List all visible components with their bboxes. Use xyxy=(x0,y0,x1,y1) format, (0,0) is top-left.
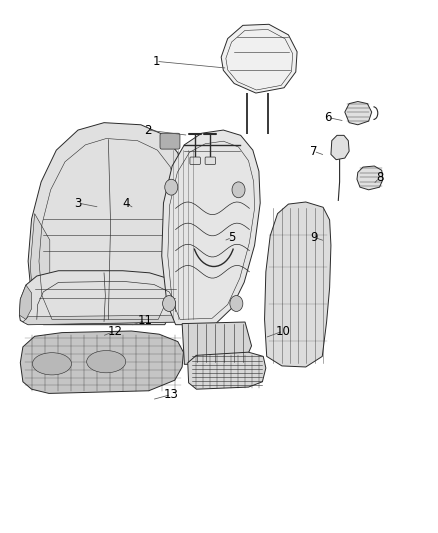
Text: 2: 2 xyxy=(144,124,151,136)
Polygon shape xyxy=(19,271,184,325)
Circle shape xyxy=(162,296,176,311)
Ellipse shape xyxy=(32,353,71,375)
Polygon shape xyxy=(345,101,372,125)
Polygon shape xyxy=(19,285,32,319)
Polygon shape xyxy=(30,214,50,319)
Text: 6: 6 xyxy=(324,111,331,124)
Polygon shape xyxy=(182,322,251,365)
Polygon shape xyxy=(331,135,349,160)
Ellipse shape xyxy=(87,351,126,373)
Polygon shape xyxy=(162,130,260,325)
Circle shape xyxy=(230,296,243,311)
Text: 13: 13 xyxy=(164,388,179,401)
Text: 1: 1 xyxy=(152,55,160,68)
FancyBboxPatch shape xyxy=(190,157,200,165)
Polygon shape xyxy=(28,123,188,325)
Text: 10: 10 xyxy=(276,325,291,337)
Text: 3: 3 xyxy=(74,197,82,209)
Text: 11: 11 xyxy=(138,314,153,327)
Polygon shape xyxy=(20,331,184,393)
Text: 8: 8 xyxy=(376,171,383,184)
Polygon shape xyxy=(265,202,331,367)
Polygon shape xyxy=(221,25,297,93)
Polygon shape xyxy=(188,352,266,389)
Text: 4: 4 xyxy=(122,197,130,209)
Polygon shape xyxy=(165,214,184,319)
Text: 5: 5 xyxy=(228,231,236,244)
FancyBboxPatch shape xyxy=(205,157,215,165)
Text: 9: 9 xyxy=(311,231,318,244)
Circle shape xyxy=(165,179,178,195)
Text: 12: 12 xyxy=(107,325,122,337)
FancyBboxPatch shape xyxy=(160,133,180,149)
Text: 7: 7 xyxy=(310,145,317,158)
Polygon shape xyxy=(357,166,383,190)
Polygon shape xyxy=(23,301,184,325)
Circle shape xyxy=(232,182,245,198)
